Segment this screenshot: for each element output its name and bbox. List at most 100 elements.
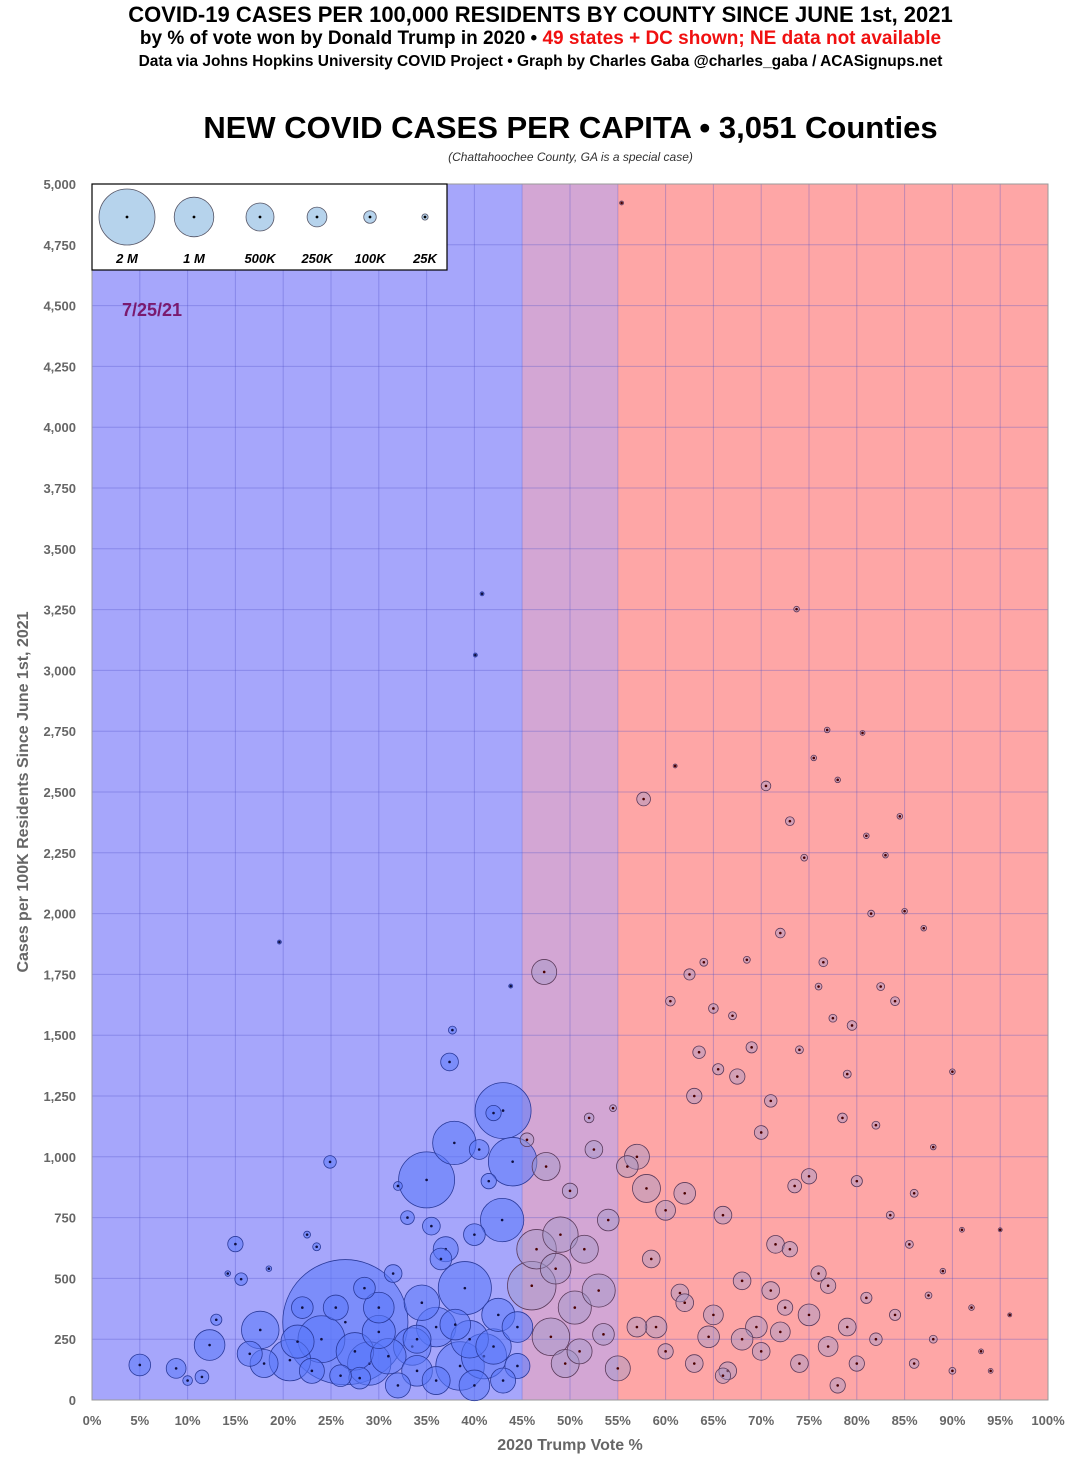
county-center-dot bbox=[492, 1345, 495, 1348]
county-center-dot bbox=[795, 607, 798, 611]
county-center-dot bbox=[807, 1174, 811, 1178]
county-center-dot bbox=[951, 1070, 954, 1073]
legend-center-dot bbox=[192, 215, 196, 219]
zone-gop bbox=[617, 184, 1048, 1400]
chart-note: (Chattahoochee County, GA is a special c… bbox=[448, 150, 693, 164]
county-center-dot bbox=[377, 1330, 381, 1334]
y-tick-label: 2,500 bbox=[43, 785, 76, 800]
date-annotation: 7/25/21 bbox=[122, 300, 182, 320]
county-center-dot bbox=[931, 1145, 935, 1149]
county-center-dot bbox=[812, 756, 816, 760]
county-center-dot bbox=[970, 1306, 973, 1309]
county-center-dot bbox=[884, 853, 887, 857]
county-center-dot bbox=[960, 1228, 964, 1232]
county-center-dot bbox=[474, 653, 477, 657]
county-center-dot bbox=[396, 1384, 400, 1387]
county-center-dot bbox=[912, 1362, 916, 1365]
plot-border bbox=[91, 183, 1049, 1401]
county-center-dot bbox=[288, 1358, 292, 1362]
county-center-dot bbox=[606, 1218, 610, 1222]
county-center-dot bbox=[664, 1350, 667, 1353]
county-center-dot bbox=[492, 1111, 495, 1115]
county-center-dot bbox=[480, 592, 484, 596]
county-center-dot bbox=[578, 1350, 581, 1353]
county-center-dot bbox=[509, 984, 513, 988]
county-center-dot bbox=[664, 1209, 667, 1212]
county-center-dot bbox=[912, 1191, 916, 1195]
county-center-dot bbox=[831, 1016, 835, 1020]
x-tick-label: 40% bbox=[461, 1413, 487, 1428]
county-center-dot bbox=[769, 1289, 773, 1292]
x-tick-label: 25% bbox=[318, 1413, 344, 1428]
county-center-dot bbox=[301, 1306, 304, 1309]
county-center-dot bbox=[530, 1284, 534, 1287]
x-tick-label: 100% bbox=[1031, 1413, 1065, 1428]
county-center-dot bbox=[998, 1228, 1002, 1232]
legend-center-dot bbox=[368, 215, 372, 219]
y-tick-label: 2,750 bbox=[43, 724, 76, 739]
county-center-dot bbox=[865, 834, 868, 838]
county-center-dot bbox=[535, 1247, 538, 1251]
county-center-dot bbox=[334, 1306, 338, 1309]
subtitle-red: 49 states + DC shown; NE data not availa… bbox=[542, 28, 942, 49]
county-center-dot bbox=[855, 1362, 859, 1365]
county-center-dot bbox=[583, 1247, 586, 1251]
county-center-dot bbox=[774, 1243, 777, 1246]
county-center-dot bbox=[501, 1379, 505, 1382]
county-center-dot bbox=[893, 999, 897, 1003]
county-center-dot bbox=[186, 1379, 189, 1382]
county-center-dot bbox=[477, 1148, 481, 1151]
county-center-dot bbox=[626, 1165, 629, 1168]
x-tick-label: 85% bbox=[892, 1413, 918, 1428]
county-center-dot bbox=[310, 1369, 314, 1373]
county-center-dot bbox=[387, 1354, 390, 1358]
x-tick-label: 35% bbox=[414, 1413, 440, 1428]
county-center-dot bbox=[649, 1257, 653, 1261]
county-center-dot bbox=[788, 819, 792, 823]
county-center-dot bbox=[315, 1245, 318, 1249]
legend-center-dot bbox=[315, 215, 319, 219]
county-center-dot bbox=[239, 1277, 243, 1281]
county-center-dot bbox=[951, 1369, 954, 1373]
credits: Data via Johns Hopkins University COVID … bbox=[138, 53, 943, 70]
county-center-dot bbox=[174, 1367, 178, 1370]
y-tick-label: 4,750 bbox=[43, 238, 76, 253]
x-tick-label: 70% bbox=[748, 1413, 774, 1428]
county-center-dot bbox=[278, 940, 281, 944]
county-center-dot bbox=[363, 1286, 366, 1290]
county-center-dot bbox=[420, 1301, 424, 1305]
county-center-dot bbox=[764, 784, 768, 788]
legend-label: 25K bbox=[412, 251, 438, 266]
county-center-dot bbox=[642, 797, 645, 801]
county-center-dot bbox=[645, 1187, 648, 1190]
county-center-dot bbox=[473, 1233, 476, 1236]
county-center-dot bbox=[434, 1379, 438, 1382]
x-tick-label: 10% bbox=[175, 1413, 201, 1428]
county-center-dot bbox=[688, 973, 691, 976]
county-center-dot bbox=[500, 1218, 504, 1222]
county-center-dot bbox=[798, 1362, 801, 1365]
county-center-dot bbox=[458, 1364, 462, 1368]
y-tick-label: 250 bbox=[54, 1332, 76, 1347]
county-center-dot bbox=[497, 1313, 500, 1317]
county-center-dot bbox=[692, 1362, 696, 1365]
county-center-dot bbox=[697, 1050, 701, 1054]
county-center-dot bbox=[841, 1116, 844, 1120]
county-center-dot bbox=[549, 1335, 553, 1339]
x-tick-label: 45% bbox=[509, 1413, 535, 1428]
y-tick-label: 750 bbox=[54, 1211, 76, 1226]
county-center-dot bbox=[406, 1216, 409, 1219]
y-tick-label: 2,000 bbox=[43, 907, 76, 922]
legend-label: 250K bbox=[300, 251, 334, 266]
county-center-dot bbox=[861, 731, 864, 735]
county-center-dot bbox=[740, 1279, 744, 1283]
y-tick-label: 2,250 bbox=[43, 846, 76, 861]
county-center-dot bbox=[525, 1138, 529, 1142]
county-center-dot bbox=[979, 1350, 983, 1353]
county-center-dot bbox=[463, 1286, 467, 1290]
county-center-dot bbox=[888, 1213, 892, 1217]
county-center-dot bbox=[683, 1191, 687, 1195]
y-tick-label: 1,000 bbox=[43, 1150, 76, 1165]
county-center-dot bbox=[654, 1325, 658, 1329]
county-center-dot bbox=[542, 970, 546, 974]
